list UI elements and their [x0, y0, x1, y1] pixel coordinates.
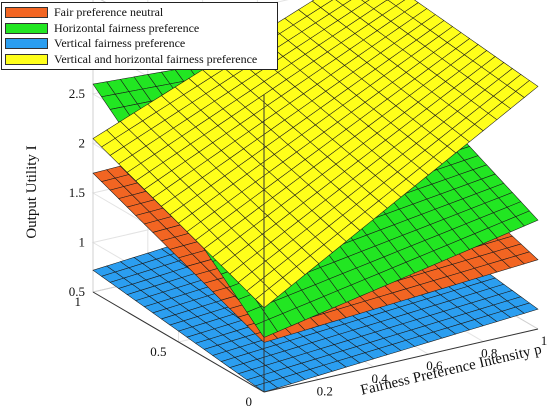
x-tick-label: 0.4 — [371, 371, 388, 386]
z-tick-label: 2.5 — [69, 86, 85, 101]
surface-3 — [92, 0, 539, 309]
z-tick-label: 2 — [79, 136, 86, 151]
x-axis-line — [263, 328, 539, 393]
legend-item-vertical-horizontal: Vertical and horizontal fairness prefere… — [5, 52, 277, 68]
legend-label-horizontal: Horizontal fairness preference — [54, 20, 200, 35]
x-tick-label: 0.6 — [426, 358, 443, 373]
surfaces — [92, 0, 539, 393]
legend-label-vertical-horizontal: Vertical and horizontal fairness prefere… — [54, 51, 258, 66]
x-tick-label: 1 — [541, 333, 548, 348]
surface-cell — [515, 251, 539, 265]
y-axis-line — [92, 291, 265, 393]
legend-item-horizontal: Horizontal fairness preference — [5, 21, 277, 37]
z-axis-title: Output Utility I — [24, 145, 40, 238]
x-tick-label: 0.2 — [317, 383, 333, 398]
legend-label-vertical: Vertical fairness preference — [54, 36, 186, 51]
z-tick-label: 0.5 — [69, 284, 85, 299]
legend-swatch-horizontal — [5, 22, 48, 34]
y-tick-label: 0.5 — [150, 344, 166, 359]
legend-item-neutral: Fair preference neutral — [5, 5, 277, 21]
surface-cell — [387, 0, 406, 7]
legend-item-vertical: Vertical fairness preference — [5, 36, 277, 52]
y-tick-label: 0 — [246, 394, 253, 409]
legend-label-neutral: Fair preference neutral — [54, 5, 164, 20]
z-tick-label: 1.5 — [69, 185, 85, 200]
x-tick-label: 0.8 — [481, 346, 497, 361]
legend-swatch-vertical — [5, 38, 48, 50]
surface-cell — [515, 302, 539, 314]
legend-swatch-neutral — [5, 7, 48, 19]
z-tick-label: 3.5 — [69, 0, 85, 2]
y-tick-label: 1 — [75, 294, 82, 309]
legend-swatch-vertical-horizontal — [5, 53, 48, 65]
chart-legend: Fair preference neutral Horizontal fairn… — [1, 2, 278, 70]
surface-cell — [361, 0, 370, 3]
surface-cell — [515, 80, 539, 98]
z-tick-label: 1 — [79, 235, 86, 250]
surface-cell — [335, 0, 352, 6]
axis-lines — [92, 95, 539, 393]
surface-cell — [515, 210, 539, 227]
